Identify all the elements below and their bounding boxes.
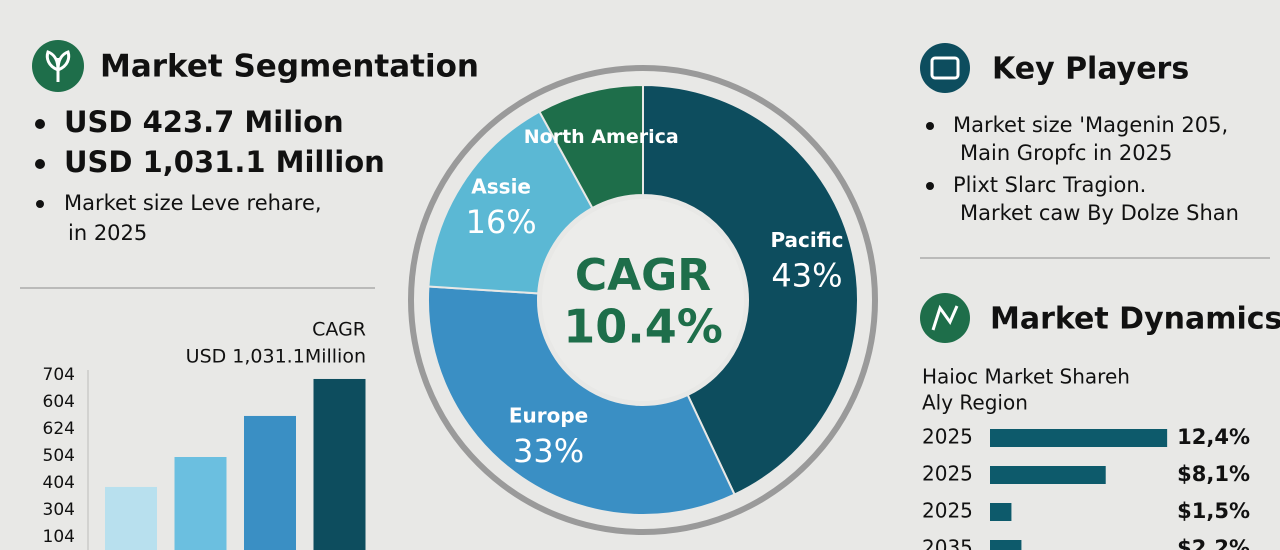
- slice-value: 33%: [513, 432, 584, 470]
- bullet-text: USD 423.7 Milion: [64, 105, 344, 139]
- y-tick-label: 624: [43, 419, 75, 439]
- bullet-text: Market caw By Dolze Shan: [960, 201, 1239, 225]
- bar: [990, 429, 1168, 447]
- center-disc: [542, 199, 744, 401]
- value-label: $2,2%: [1177, 536, 1250, 550]
- value-label: $8,1%: [1177, 462, 1250, 486]
- bullet-dot: [926, 122, 934, 130]
- y-tick-label: 604: [43, 392, 75, 412]
- bullet-dot: [36, 200, 44, 208]
- y-tick-label: 2025: [922, 462, 973, 486]
- pie-slice: [427, 110, 594, 295]
- center-value: 10.4%: [563, 300, 723, 354]
- slice-label: Europe: [509, 403, 588, 427]
- bullet-dot: [926, 182, 934, 190]
- bullet-dot: [35, 159, 45, 169]
- bullet-text: USD 1,031.1 Million: [64, 145, 385, 179]
- bar: [990, 503, 1012, 521]
- bullet-dot: [35, 119, 45, 129]
- slice-label: Assie: [471, 174, 531, 198]
- bullet-text: Main Gropfc in 2025: [960, 141, 1172, 165]
- bar: [174, 457, 227, 550]
- chart-title: CAGR: [312, 319, 366, 341]
- chart-subtitle: USD 1,031.1Million: [186, 346, 366, 368]
- leaf-glyph: [45, 50, 71, 82]
- players-glyph: [930, 56, 960, 80]
- section-heading: Key Players: [992, 52, 1189, 87]
- y-tick-label: 404: [43, 473, 75, 493]
- bar: [313, 378, 366, 550]
- pie-slice: [427, 285, 736, 516]
- value-label: $1,5%: [1177, 499, 1250, 523]
- pie-slice: [642, 83, 859, 496]
- slice-label: Pacific: [770, 228, 843, 252]
- bar: [990, 466, 1106, 484]
- key-players-icon: [920, 43, 970, 93]
- y-tick-label: 2025: [922, 425, 973, 449]
- y-tick-label: 2025: [922, 499, 973, 523]
- chart-title: Haioc Market Shareh: [922, 365, 1130, 389]
- y-tick-label: 304: [43, 500, 75, 520]
- bullet-text: Market size 'Magenin 205,: [953, 113, 1228, 137]
- bar: [990, 540, 1022, 550]
- dynamics-glyph: [931, 304, 959, 331]
- y-tick-label: 104: [43, 527, 75, 547]
- value-label: 12,4%: [1177, 425, 1250, 449]
- slice-label: North America: [524, 126, 679, 148]
- slice-value: 16%: [466, 203, 537, 241]
- y-tick-label: 2035: [922, 536, 973, 550]
- bullet-text: in 2025: [68, 221, 147, 245]
- pie-slice: [538, 83, 644, 210]
- section-heading: Market Segmentation: [100, 49, 479, 85]
- bar: [244, 415, 296, 550]
- bullet-text: Market size Leve rehare,: [64, 191, 322, 215]
- dynamics-icon: [920, 293, 970, 343]
- slice-value: 43%: [771, 256, 842, 294]
- outer-ring: [408, 65, 878, 535]
- bullet-text: Plixt Slarc Tragion.: [953, 173, 1146, 197]
- center-title: CAGR: [575, 250, 711, 301]
- y-tick-label: 704: [43, 365, 75, 385]
- section-heading: Market Dynamics: [990, 302, 1280, 337]
- y-tick-label: 504: [43, 446, 75, 466]
- bar: [105, 486, 157, 550]
- chart-subtitle: Aly Region: [922, 391, 1028, 415]
- content: Market Segmentation Key Players Market Dyn…: [35, 49, 1280, 550]
